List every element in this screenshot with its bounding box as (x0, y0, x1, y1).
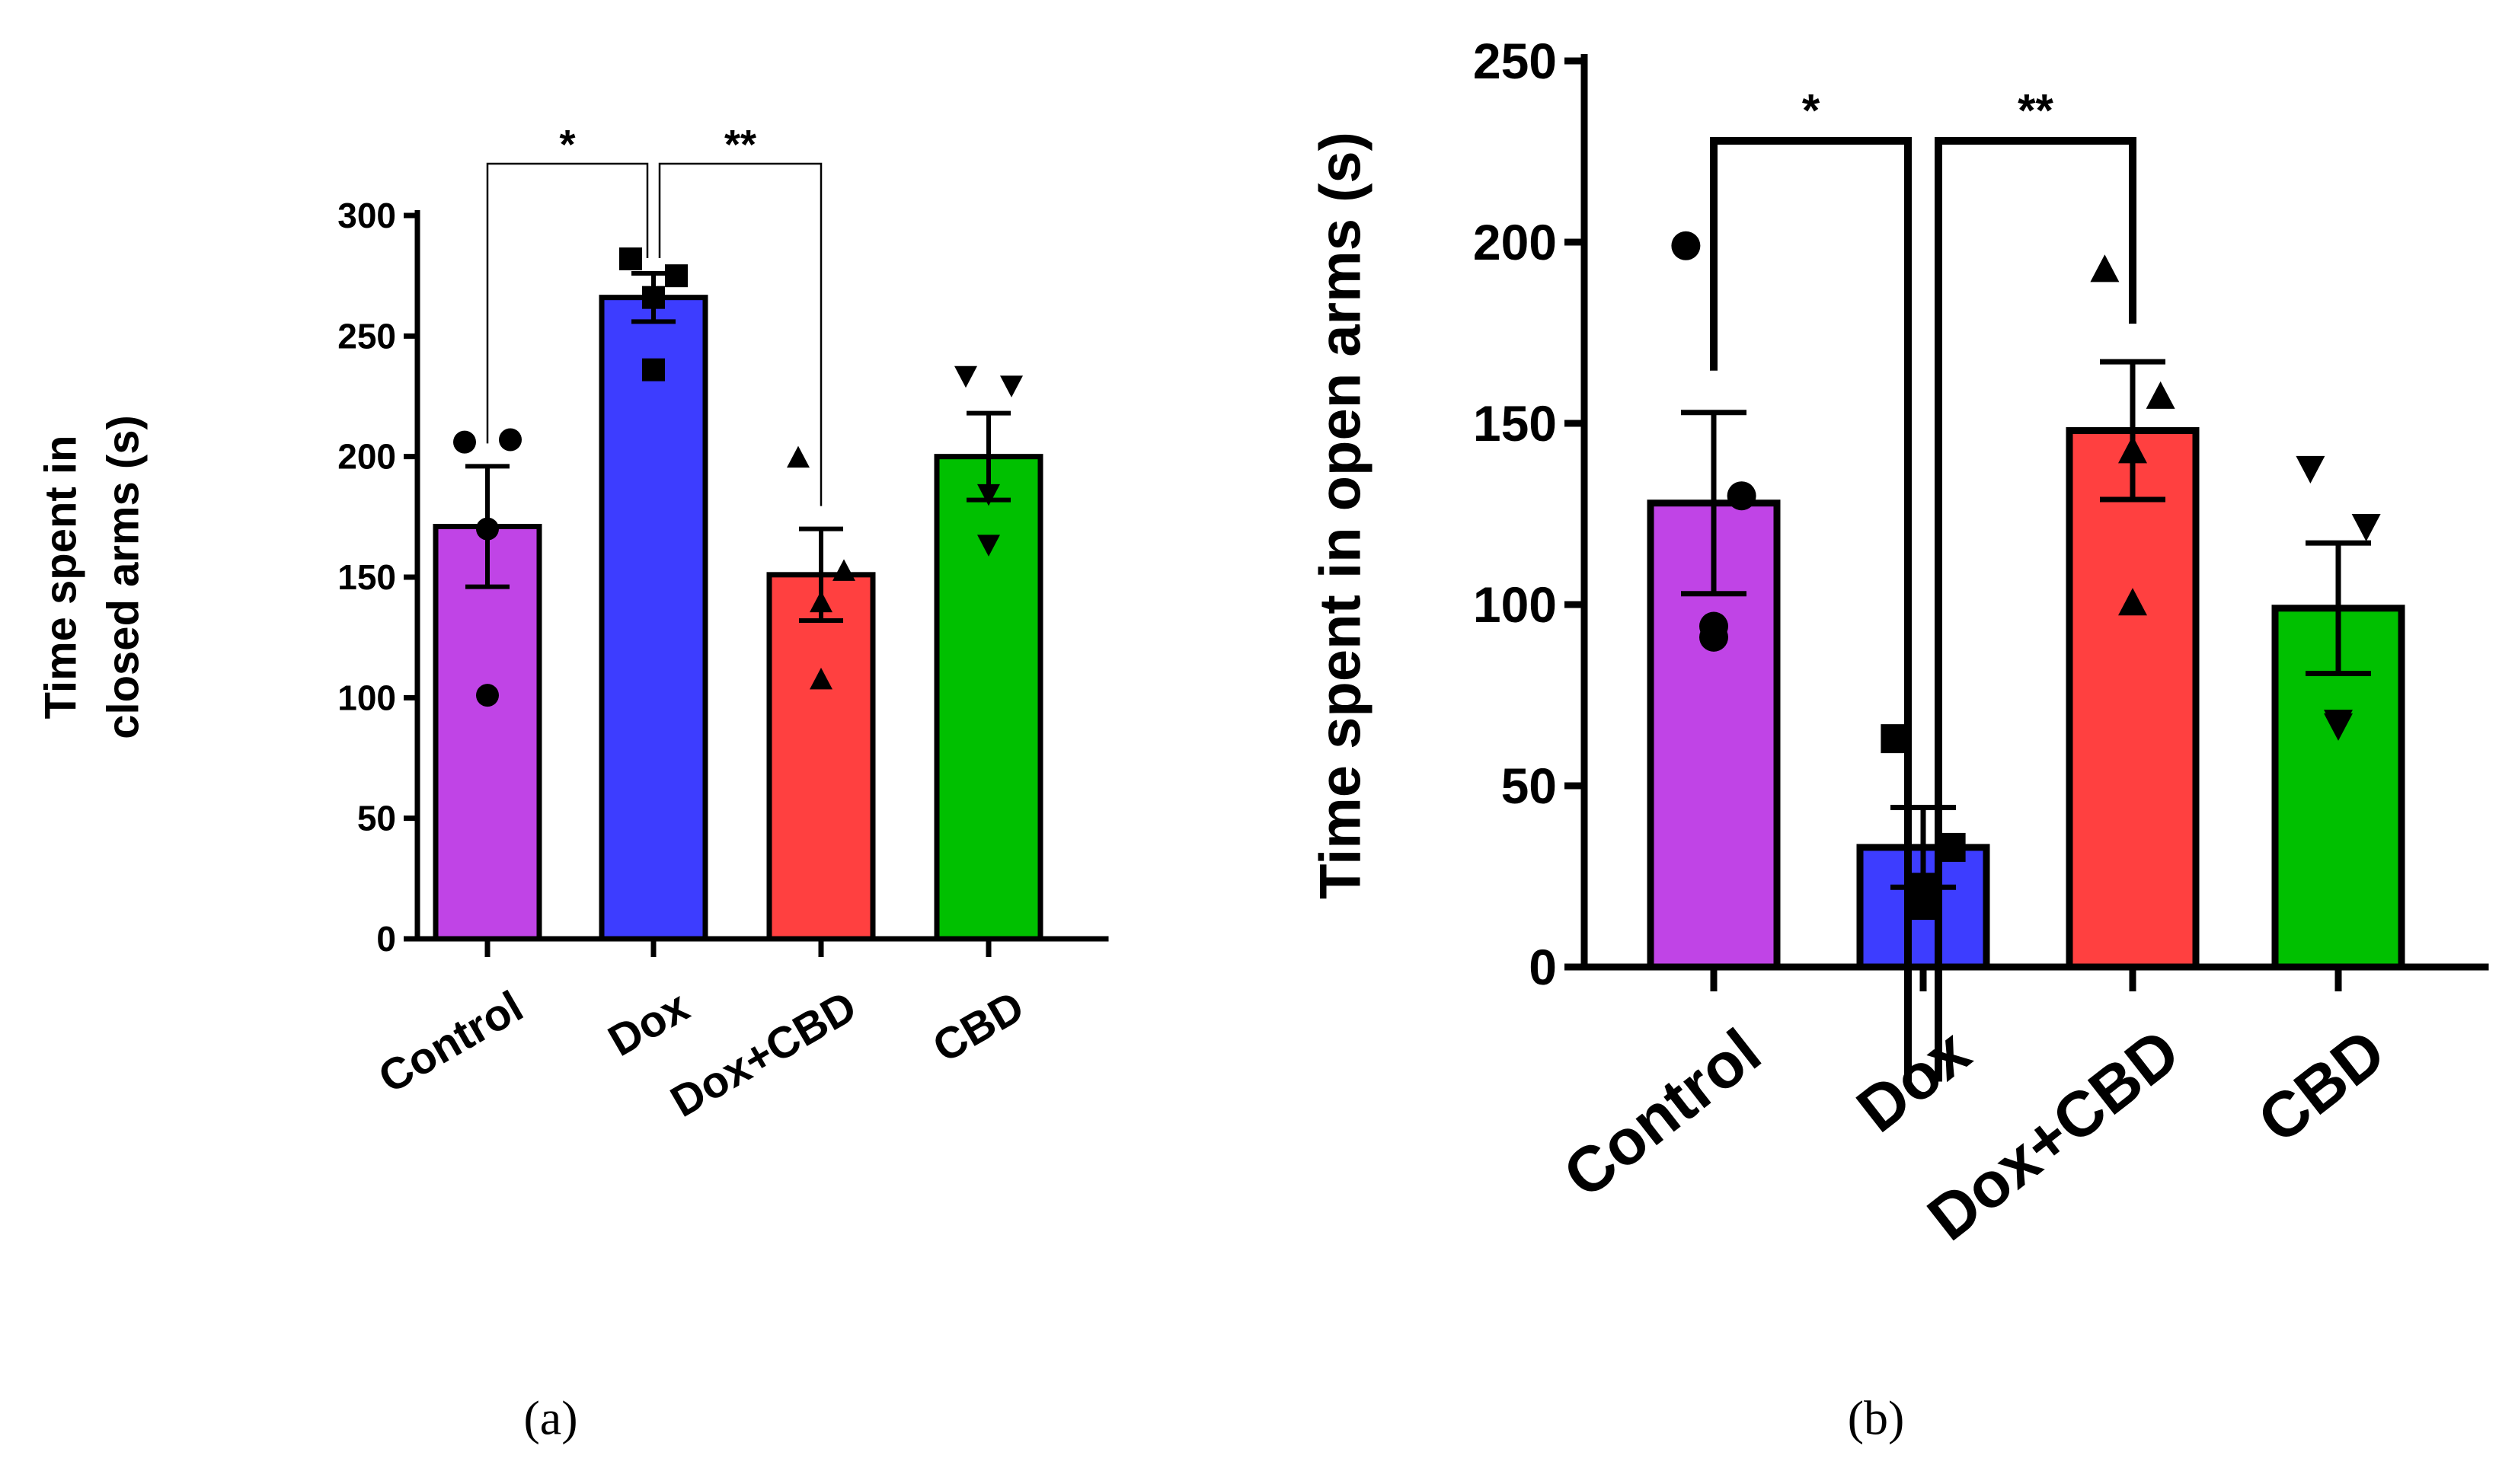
significance-label: * (1802, 85, 1820, 136)
y-tick-label: 0 (376, 919, 396, 959)
data-point (954, 365, 977, 388)
data-point (2118, 588, 2147, 616)
data-point (810, 667, 832, 690)
y-tick-label: 150 (337, 557, 396, 597)
y-tick-label: 50 (1501, 758, 1557, 814)
significance-line (486, 162, 649, 444)
data-point (665, 264, 688, 288)
data-point (619, 247, 642, 270)
y-tick-label: 300 (337, 196, 396, 235)
data-point (1000, 375, 1023, 397)
bar (599, 295, 708, 942)
bar (433, 524, 542, 942)
bar (766, 572, 876, 942)
panel-label: (b) (1848, 1391, 1905, 1445)
data-point (1727, 481, 1756, 511)
bar (934, 454, 1043, 942)
significance-label: ** (2018, 85, 2053, 136)
y-tick-label: 100 (337, 678, 396, 717)
data-point (642, 358, 665, 381)
data-point (2090, 254, 2120, 282)
data-point (499, 428, 522, 452)
significance-bracket: * (486, 122, 649, 444)
y-tick-label: 100 (1473, 576, 1557, 633)
panel-label: (a) (523, 1391, 577, 1445)
y-tick-label: 50 (357, 799, 396, 838)
error-bar (2100, 359, 2165, 503)
y-tick-label: 0 (1529, 939, 1557, 995)
y-axis-title: Time spent in open arms (s) (1309, 132, 1373, 899)
y-tick-label: 250 (337, 316, 396, 356)
y-axis-title: Time spent in (37, 436, 86, 720)
x-category-label: Dox+CBD (663, 981, 865, 1127)
y-axis-title: closed arms (s) (99, 415, 149, 739)
x-category-label: Control (1550, 1015, 1773, 1211)
significance-label: ** (724, 122, 756, 168)
x-category-label: CBD (2245, 1015, 2398, 1157)
x-category-label: Control (370, 981, 531, 1103)
data-point (977, 535, 1000, 557)
significance-bracket: * (1710, 85, 1912, 1082)
data-point (1699, 622, 1728, 652)
bar (2066, 427, 2200, 971)
data-point (2351, 514, 2381, 542)
data-point (832, 559, 855, 581)
y-tick-label: 200 (1473, 214, 1557, 270)
y-tick-label: 200 (337, 437, 396, 477)
data-point (2146, 381, 2175, 409)
data-point (476, 684, 499, 707)
data-point (1671, 231, 1701, 260)
significance-bracket: ** (1935, 85, 2136, 1082)
x-category-label: Dox (1844, 1015, 1983, 1146)
error-bar (2306, 540, 2371, 676)
data-point (787, 445, 810, 468)
data-point (977, 483, 1000, 506)
error-bar (1681, 410, 1746, 597)
significance-line (658, 162, 823, 506)
data-point (476, 517, 499, 541)
data-point (1909, 891, 1938, 921)
data-point (2296, 455, 2325, 483)
significance-bracket: ** (658, 122, 823, 506)
data-point (642, 286, 665, 309)
significance-line (1935, 137, 2136, 1082)
significance-label: * (559, 122, 575, 168)
significance-line (1710, 137, 1912, 1082)
data-point (2118, 436, 2147, 464)
data-point (453, 430, 476, 454)
x-category-label: Dox (600, 981, 697, 1066)
x-category-label: CBD (925, 981, 1032, 1072)
data-point (810, 590, 832, 613)
data-point (2324, 713, 2353, 741)
y-tick-label: 150 (1473, 395, 1557, 452)
y-tick-label: 250 (1473, 33, 1557, 89)
